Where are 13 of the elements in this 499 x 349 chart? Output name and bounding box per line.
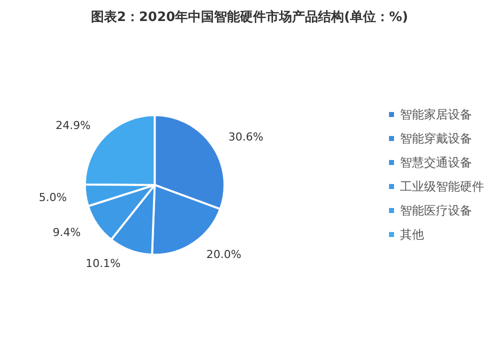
legend-label: 智能医疗设备: [400, 204, 472, 218]
data-label: 20.0%: [206, 248, 242, 262]
data-label: 30.6%: [228, 130, 264, 144]
data-label: 24.9%: [56, 119, 91, 132]
legend-label: 智能穿戴设备: [400, 132, 472, 146]
data-label: 10.1%: [86, 257, 121, 270]
legend-label: 工业级智能硬件: [400, 180, 484, 194]
chart-title: 图表2：2020年中国智能硬件市场产品结构(单位：%): [90, 9, 408, 25]
data-label: 9.4%: [52, 226, 81, 240]
legend-label: 智慧交通设备: [400, 156, 472, 170]
legend-label: 其他: [400, 228, 424, 242]
legend-label: 智能家居设备: [400, 108, 472, 122]
data-label: 5.0%: [38, 191, 67, 204]
